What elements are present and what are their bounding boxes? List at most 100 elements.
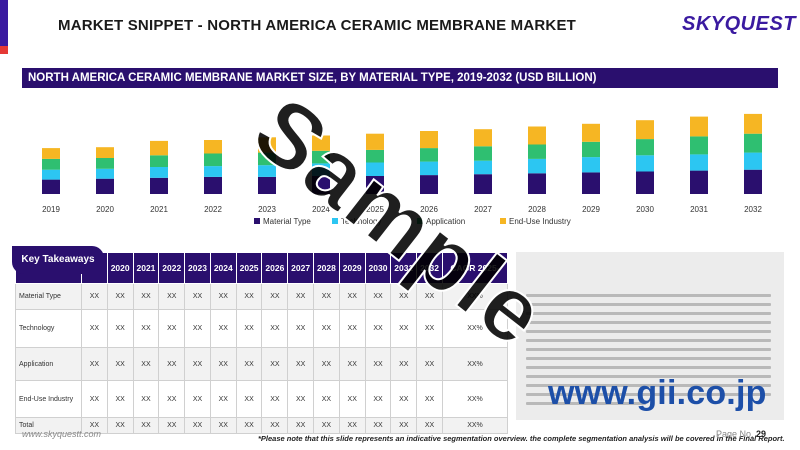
table-header-cell: 2031 [390, 252, 418, 284]
legend-swatch [332, 218, 338, 224]
table-header-cell: 2022 [158, 252, 186, 284]
bar-segment [420, 131, 438, 149]
bar-segment [204, 153, 222, 167]
table-cell: XX [338, 417, 366, 434]
table-cell: XX [287, 347, 315, 381]
table-header-cell: 2023 [184, 252, 211, 284]
bar-segment [690, 116, 708, 137]
blurred-text-line [526, 393, 771, 396]
table-cell: XX [416, 283, 443, 310]
table-cell: XX [364, 347, 392, 381]
x-tick-label: 2023 [258, 205, 276, 214]
bar-segment [312, 150, 330, 164]
bar-segment [42, 158, 60, 170]
table-cell: XX [106, 283, 134, 310]
table-header-cell: 2021 [132, 252, 160, 284]
table-cell: XX% [441, 380, 509, 418]
bar-segment [366, 176, 384, 194]
table-cell: XX [81, 417, 108, 434]
table-cell: XX [416, 309, 443, 348]
blurred-text-line [526, 402, 646, 405]
bar-segment [312, 176, 330, 194]
bar-segment [690, 136, 708, 155]
table-cell: XX [209, 380, 237, 418]
bar-segment [366, 149, 384, 163]
table-header-cell: 2024 [209, 252, 237, 284]
x-tick-label: 2020 [96, 205, 114, 214]
table-cell: XX [364, 417, 392, 434]
table-cell: XX [313, 283, 340, 310]
table-cell: XX [132, 417, 160, 434]
table-cell: XX [132, 347, 160, 381]
bar-segment [42, 148, 60, 159]
table-cell: XX [313, 309, 340, 348]
bar-segment [150, 167, 168, 178]
x-tick-label: 2021 [150, 205, 168, 214]
legend-label: Application [426, 217, 465, 226]
bar-segment [150, 177, 168, 194]
blurred-text-line [526, 294, 771, 297]
blurred-text-line [526, 321, 771, 324]
x-tick-label: 2022 [204, 205, 222, 214]
table-cell: XX% [441, 283, 509, 310]
table-cell: XX [81, 347, 108, 381]
skyquest-logo: SKYQUEST [682, 13, 797, 35]
segmentation-table: 2019202020212022202320242025202620272028… [15, 252, 509, 434]
table-row: End-Use Industry XX XX XX XX XX XX XX XX XX XX XX XX… [15, 380, 509, 418]
table-cell: XX [184, 417, 211, 434]
bar-segment [636, 171, 654, 194]
stacked-bar-chart: 2019 2020 2021 2022 2023 2024 2025 2026 2027 2028… [42, 113, 762, 226]
table-cell: XX [81, 309, 108, 348]
bar-segment [420, 175, 438, 194]
table-header-cell: 2029 [338, 252, 366, 284]
table-cell: XX [235, 283, 263, 310]
bar-segment [582, 172, 600, 194]
bar-segment [42, 179, 60, 194]
table-cell: XX [261, 283, 289, 310]
gii-watermark: www.gii.co.jp [548, 374, 767, 412]
key-takeaways-heading: Key Takeaways [12, 246, 104, 274]
bar-segment [528, 158, 546, 174]
table-row: Technology XX XX XX XX XX XX XX XX XX XX XX XX XX XX XX… [15, 309, 509, 348]
table-cell: XX [416, 380, 443, 418]
bar-segment [528, 126, 546, 145]
table-cell: XX [235, 347, 263, 381]
bar-segment [258, 137, 276, 153]
table-cell: XX [313, 347, 340, 381]
x-tick-label: 2026 [420, 205, 438, 214]
blurred-text-line [526, 330, 771, 333]
table-cell: XX [235, 417, 263, 434]
bar-segment [150, 140, 168, 156]
table-cell: XX [184, 309, 211, 348]
table-header-cell: 2028 [313, 252, 340, 284]
x-tick-label: 2029 [582, 205, 600, 214]
x-tick-label: 2019 [42, 205, 60, 214]
bar-segment [366, 133, 384, 150]
bar-segment [96, 168, 114, 179]
legend-item: Application [417, 217, 465, 226]
table-header-row: 2019202020212022202320242025202620272028… [15, 252, 509, 284]
table-cell: XX [416, 417, 443, 434]
legend-swatch [500, 218, 506, 224]
x-tick-label: 2031 [690, 205, 708, 214]
bar-segment [690, 154, 708, 171]
table-cell: XX [158, 309, 186, 348]
page-number-value: 29 [756, 429, 767, 439]
table-cell: XX [158, 347, 186, 381]
bar-segment [420, 161, 438, 176]
bar-segment [204, 166, 222, 177]
legend-item: Material Type [254, 217, 311, 226]
table-header-cell: 2025 [235, 252, 263, 284]
x-tick-label: 2027 [474, 205, 492, 214]
row-label: Application [15, 347, 82, 381]
legend-swatch [417, 218, 423, 224]
bar-segment [690, 170, 708, 194]
bar-segment [204, 140, 222, 154]
bar-segment [474, 174, 492, 194]
bar-segment [420, 148, 438, 162]
blurred-text-line [526, 375, 771, 378]
table-cell: XX [106, 309, 134, 348]
bar-segment [528, 173, 546, 194]
table-header-cell: 2026 [261, 252, 289, 284]
table-cell: XX [158, 417, 186, 434]
